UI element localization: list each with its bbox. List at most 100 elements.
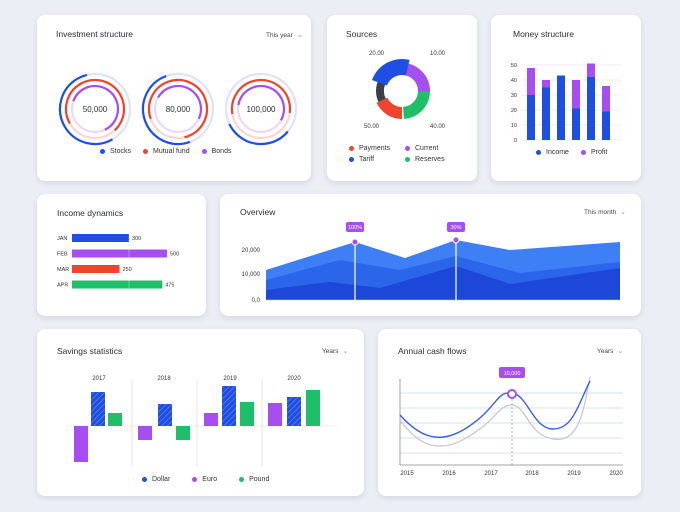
overview-card: Overview This month ⌄ 20,000 10,000 0,0 1…	[220, 194, 641, 316]
sources-card: Sources 20.00 10.00 50.00 40.00 Payments…	[327, 15, 477, 181]
savings-chart: 2017 2018 2019 2020	[67, 376, 337, 467]
bar-euro	[204, 413, 218, 426]
income-chart: JAN 300 FEB 500 MAR 250 APR 475	[57, 234, 179, 289]
dot-icon	[580, 150, 586, 155]
x-tick: 2018	[525, 471, 539, 477]
legend-stocks: Stocks	[100, 148, 131, 155]
month-label: JAN	[57, 236, 67, 242]
donut-rings: 50,000 80,000 100,000	[58, 72, 298, 146]
savings-card: Savings statistics Years ⌄ 2017 2018 2019…	[37, 329, 364, 496]
money-chart: 50 40 30 20 10 0	[511, 63, 621, 144]
marker-dot	[452, 236, 460, 244]
dot-icon	[349, 157, 354, 162]
sources-donut: 20.00 10.00 50.00 40.00	[364, 51, 446, 130]
marker-label: 100%	[348, 225, 362, 231]
year-label: 2020	[287, 376, 301, 382]
bar-dollar	[287, 397, 301, 426]
bar-value: 300	[132, 236, 141, 242]
dot-icon	[536, 150, 541, 155]
legend-income: Income	[536, 149, 569, 156]
bar-value: 250	[123, 267, 132, 273]
legend-reserves: Reserves	[405, 156, 453, 163]
y-tick: 40	[511, 78, 517, 84]
y-tick: 10,000	[242, 272, 261, 278]
income-card: Income dynamics JAN 300 FEB 500 MAR 250 APR 475	[37, 194, 206, 316]
y-tick: 0	[514, 138, 517, 144]
period-dropdown[interactable]: This year ⌄	[266, 31, 303, 39]
income-bar	[72, 265, 120, 273]
cashflow-chart: 10,000 2015 2016 2017 2018 2019 2020	[399, 367, 623, 477]
bar-pound	[306, 390, 320, 426]
bar-value: 475	[165, 283, 174, 289]
income-bar	[72, 280, 163, 289]
donut-label: 50.00	[364, 124, 380, 130]
sources-legend: Payments Current Tariff Reserves	[349, 145, 465, 163]
money-title: Money structure	[513, 29, 574, 39]
bar-income	[557, 75, 565, 140]
cashflow-title: Annual cash flows	[398, 346, 467, 356]
y-tick: 0,0	[252, 298, 261, 304]
investment-legend: Stocks Mutual fund Bonds	[100, 148, 243, 155]
period-label: Years	[322, 348, 339, 355]
month-label: MAR	[57, 267, 69, 273]
dot-icon	[143, 149, 149, 154]
bar-income	[602, 111, 610, 140]
savings-legend: Dollar Euro Pound	[142, 476, 281, 483]
dot-icon	[405, 146, 410, 151]
marker-badge	[447, 222, 465, 232]
x-tick: 2020	[609, 471, 623, 477]
legend-label: Euro	[202, 476, 218, 483]
legend-label: Tariff	[359, 156, 375, 163]
chevron-down-icon: ⌄	[617, 348, 624, 355]
bar-pound	[176, 426, 190, 440]
bar-euro	[74, 426, 88, 462]
period-dropdown[interactable]: This month ⌄	[584, 208, 626, 216]
dot-icon	[100, 149, 105, 154]
legend-label: Stocks	[110, 148, 132, 155]
bar-dollar	[222, 386, 236, 426]
bar-dollar	[91, 392, 105, 426]
year-label: 2017	[92, 376, 106, 382]
income-bar	[72, 249, 167, 258]
cashflow-card: Annual cash flows Years ⌄ 10,000 2015 201…	[378, 329, 641, 496]
bar-pound	[240, 402, 254, 426]
period-dropdown[interactable]: Years ⌄	[597, 347, 623, 355]
period-label: This month	[584, 209, 617, 216]
legend-label: Reserves	[415, 156, 445, 163]
dot-icon	[349, 146, 354, 151]
ring-2: 80,000	[141, 72, 215, 146]
legend-dollar: Dollar	[142, 476, 170, 483]
money-legend: Income Profit	[536, 149, 619, 156]
legend-label: Dollar	[152, 476, 171, 483]
donut-label: 20.00	[369, 51, 385, 57]
savings-title: Savings statistics	[57, 346, 123, 356]
ring-value: 50,000	[83, 105, 108, 114]
bar-euro	[268, 403, 282, 426]
investment-card: Investment structure This year ⌄ 50,000 8…	[37, 15, 311, 181]
chevron-down-icon: ⌄	[296, 32, 303, 39]
bar-income	[542, 87, 550, 140]
month-label: APR	[57, 283, 68, 289]
bar-income	[572, 108, 580, 140]
bar-income	[527, 95, 535, 140]
ring-1: 50,000	[58, 72, 132, 146]
y-tick: 30	[511, 93, 517, 99]
legend-pound: Pound	[239, 476, 269, 483]
marker-label: 30%	[450, 225, 461, 231]
chevron-down-icon: ⌄	[342, 348, 349, 355]
year-label: 2019	[223, 376, 237, 382]
bar-dollar	[158, 404, 172, 426]
dot-icon	[192, 477, 198, 482]
legend-label: Bonds	[211, 148, 232, 155]
period-label: Years	[597, 348, 614, 355]
bar-profit	[527, 68, 535, 95]
investment-title: Investment structure	[56, 29, 134, 39]
income-bar	[72, 234, 129, 242]
bar-profit	[572, 80, 580, 109]
bar-income	[587, 77, 595, 140]
x-tick: 2019	[567, 471, 581, 477]
marker-label: 10,000	[504, 371, 521, 377]
period-dropdown[interactable]: Years ⌄	[322, 347, 348, 355]
series-line-1	[399, 380, 591, 438]
x-tick: 2017	[484, 471, 498, 477]
